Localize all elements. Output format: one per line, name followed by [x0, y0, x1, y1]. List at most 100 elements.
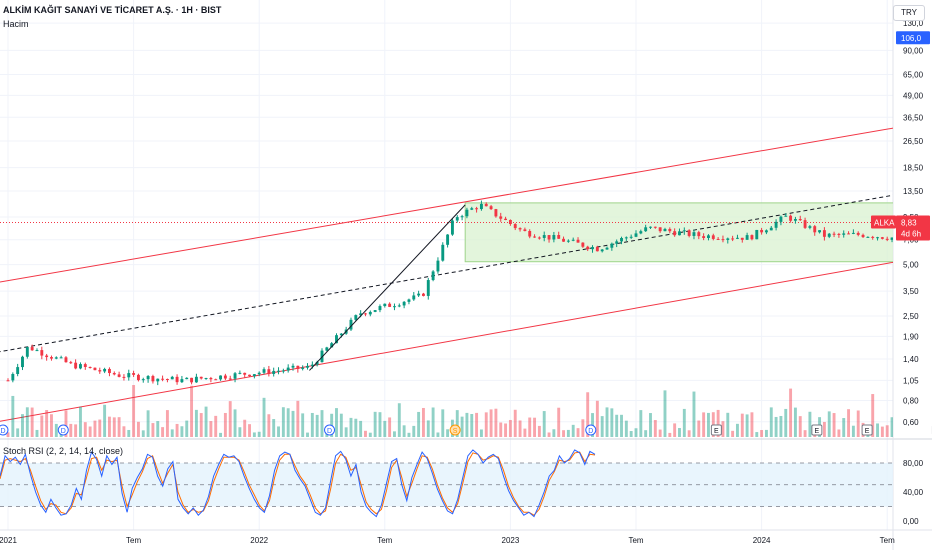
volume-bar	[537, 425, 541, 437]
candle-body	[745, 235, 749, 240]
x-tick-label: Tem	[880, 536, 895, 545]
candle-body	[359, 313, 363, 316]
candle-body	[373, 310, 377, 312]
volume-bar	[238, 427, 242, 437]
volume-bar	[649, 413, 652, 437]
volume-bar	[397, 403, 401, 437]
volume-bar	[117, 417, 121, 437]
volume-bar	[827, 411, 831, 437]
candle-body	[170, 376, 174, 380]
volume-bar	[112, 417, 116, 437]
channel-upper-line[interactable]	[0, 0, 932, 285]
candle-body	[136, 374, 140, 381]
volume-bar	[779, 415, 783, 437]
event-marker-d[interactable]	[585, 424, 597, 436]
stoch-tick-label: 40,00	[903, 488, 924, 497]
projection-leg-1[interactable]	[309, 204, 466, 371]
volume-bar	[233, 409, 237, 437]
candle-body	[629, 236, 633, 238]
volume-bar	[180, 426, 184, 437]
candle-body	[35, 350, 39, 352]
volume-bar	[364, 430, 367, 437]
candle-body	[209, 378, 213, 380]
y-tick-label: 13,50	[903, 187, 924, 196]
symbol-tag[interactable]	[871, 215, 896, 229]
symbol-title[interactable]: ALKİM KAĞIT SANAYİ VE TİCARET A.Ş. · 1H …	[3, 5, 222, 15]
target-price-label: 106,0	[901, 34, 922, 43]
candle-body	[600, 249, 604, 252]
volume-bar	[885, 425, 889, 437]
volume-bar	[663, 390, 667, 437]
candle-body	[421, 293, 425, 296]
target-price-badge[interactable]	[896, 31, 930, 45]
volume-bar	[687, 430, 691, 437]
volume-bar	[141, 430, 145, 437]
volume-bar	[446, 429, 450, 437]
volume-bar	[726, 412, 730, 437]
candle-body	[267, 369, 271, 374]
channel-lower-line[interactable]	[0, 107, 932, 424]
channel-mid-line[interactable]	[0, 42, 932, 354]
volume-bar	[552, 429, 556, 437]
candle-body	[431, 271, 435, 281]
candle-body	[117, 374, 121, 377]
stoch-rsi-label[interactable]: Stoch RSI (2, 2, 14, 14, close)	[3, 446, 124, 456]
volume-bar	[93, 420, 97, 437]
last-price-label: 8,83	[901, 218, 917, 227]
candle-body	[74, 362, 78, 369]
candle-body	[586, 246, 590, 250]
y-tick-label: 0,80	[903, 396, 919, 405]
symbol-tag-label: ALKA	[874, 218, 895, 227]
candle-body	[151, 376, 155, 382]
event-marker-e[interactable]	[811, 424, 823, 436]
volume-bar	[16, 428, 20, 437]
volume-bar	[566, 429, 570, 437]
candle-body	[876, 237, 879, 239]
candle-body	[711, 235, 715, 239]
event-marker-label: E	[815, 428, 820, 435]
candle-body	[45, 355, 49, 358]
candle-body	[658, 227, 662, 232]
volume-bar	[21, 414, 24, 437]
event-marker-e[interactable]	[861, 424, 873, 436]
event-marker-s[interactable]	[449, 424, 461, 436]
candle-body	[6, 380, 10, 382]
currency-badge[interactable]: TRY	[893, 5, 925, 21]
volume-bar	[388, 417, 392, 437]
candle-body	[54, 357, 58, 359]
last-price-badge[interactable]	[896, 215, 930, 241]
volume-bar	[107, 416, 111, 437]
volume-bar	[286, 408, 290, 437]
candle-body	[847, 233, 851, 235]
y-tick-label: 1,40	[903, 355, 919, 364]
candle-body	[364, 313, 367, 315]
volume-bar	[571, 424, 575, 437]
volume-bar	[426, 420, 430, 437]
volume-bar	[673, 423, 677, 437]
x-tick-label: 2021	[0, 536, 17, 545]
y-tick-label: 5,00	[903, 261, 919, 270]
candle-body	[190, 377, 194, 383]
volume-bar	[460, 416, 464, 437]
candle-body	[368, 311, 372, 315]
candle-body	[301, 367, 305, 369]
candle-body	[98, 370, 102, 372]
volume-bar	[600, 416, 604, 437]
volume-bar	[136, 421, 140, 437]
event-marker-e[interactable]	[710, 424, 722, 436]
candle-body	[832, 233, 836, 235]
candle-body	[470, 208, 474, 210]
candle-body	[175, 376, 179, 383]
event-marker-d[interactable]	[0, 424, 9, 436]
volume-bar	[306, 432, 309, 437]
volume-label[interactable]: Hacim	[3, 19, 29, 29]
candle-body	[726, 238, 730, 240]
event-marker-d[interactable]	[57, 424, 69, 436]
stoch-k-line[interactable]	[0, 449, 596, 518]
event-marker-d[interactable]	[324, 424, 336, 436]
candle-body	[789, 215, 793, 221]
candle-body	[489, 206, 493, 210]
volume-bar	[151, 423, 155, 437]
candle-body	[866, 236, 870, 238]
